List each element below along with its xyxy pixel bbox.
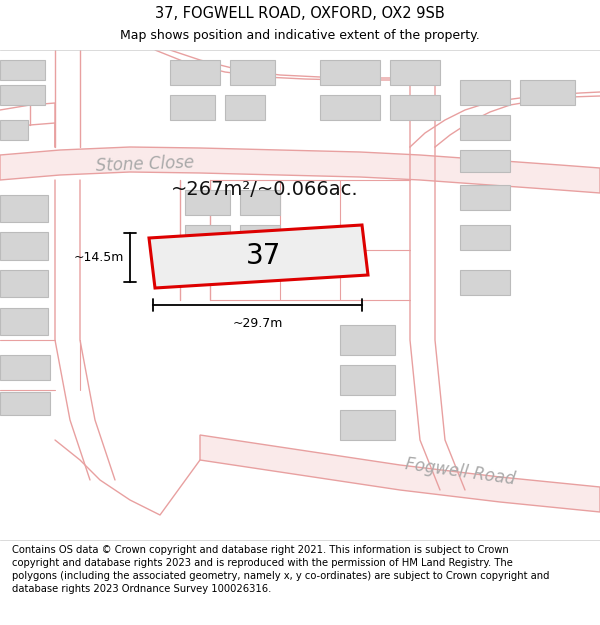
Polygon shape	[320, 60, 380, 85]
Polygon shape	[340, 325, 395, 355]
Polygon shape	[340, 410, 395, 440]
Polygon shape	[185, 225, 230, 250]
Polygon shape	[390, 95, 440, 120]
Text: Stone Close: Stone Close	[95, 153, 194, 175]
Text: ~267m²/~0.066ac.: ~267m²/~0.066ac.	[171, 181, 359, 199]
Polygon shape	[0, 232, 48, 260]
Polygon shape	[320, 95, 380, 120]
Text: 37: 37	[246, 242, 281, 271]
Polygon shape	[460, 150, 510, 172]
Polygon shape	[170, 60, 220, 85]
Polygon shape	[240, 225, 280, 250]
Text: Map shows position and indicative extent of the property.: Map shows position and indicative extent…	[120, 29, 480, 42]
Polygon shape	[149, 225, 368, 288]
Polygon shape	[225, 95, 265, 120]
Polygon shape	[230, 60, 275, 85]
Polygon shape	[460, 115, 510, 140]
Polygon shape	[460, 80, 510, 105]
Polygon shape	[0, 392, 50, 415]
Polygon shape	[200, 435, 600, 512]
Polygon shape	[520, 80, 575, 105]
Text: Fogwell Road: Fogwell Road	[404, 456, 516, 489]
Polygon shape	[340, 365, 395, 395]
Polygon shape	[0, 60, 45, 80]
Polygon shape	[0, 85, 45, 105]
Polygon shape	[0, 147, 600, 193]
Polygon shape	[170, 95, 215, 120]
Polygon shape	[460, 270, 510, 295]
Polygon shape	[0, 270, 48, 297]
Polygon shape	[390, 60, 440, 85]
Polygon shape	[240, 190, 280, 215]
Polygon shape	[460, 185, 510, 210]
Polygon shape	[185, 190, 230, 215]
Polygon shape	[460, 225, 510, 250]
Text: ~29.7m: ~29.7m	[232, 317, 283, 330]
Text: 37, FOGWELL ROAD, OXFORD, OX2 9SB: 37, FOGWELL ROAD, OXFORD, OX2 9SB	[155, 6, 445, 21]
Text: ~14.5m: ~14.5m	[74, 251, 124, 264]
Polygon shape	[0, 195, 48, 222]
Polygon shape	[0, 355, 50, 380]
Text: Contains OS data © Crown copyright and database right 2021. This information is : Contains OS data © Crown copyright and d…	[12, 545, 550, 594]
Polygon shape	[0, 308, 48, 335]
Polygon shape	[0, 120, 28, 140]
